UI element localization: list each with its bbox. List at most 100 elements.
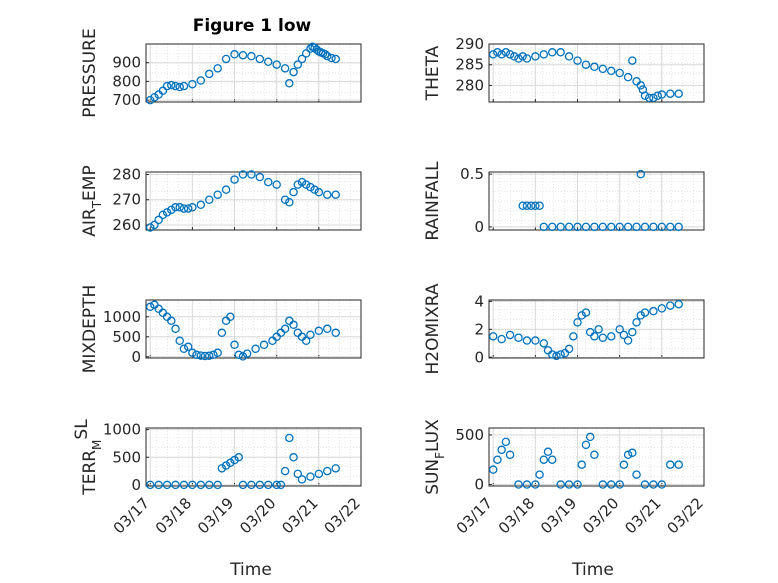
panel-4-axes-box [145, 299, 362, 359]
panel-1-data-point [488, 50, 498, 59]
panel-2-data-point [145, 223, 155, 232]
panel-2-data-point [188, 203, 197, 212]
panel-2-data-point [167, 205, 176, 215]
panel-1-data-point [653, 91, 662, 101]
panel-6-x-tick-label: 03/18 [152, 494, 195, 537]
panel-4-data-point [209, 350, 218, 360]
panel-0-data-point [280, 64, 290, 73]
panel-6-data-point [217, 464, 227, 473]
panel-3-data-point [623, 222, 633, 232]
panel-7-data-point [501, 437, 511, 447]
panel-3-data-point [526, 201, 536, 210]
panel-1-data-point [514, 54, 523, 63]
figure-title: Figure 1 low [193, 16, 312, 36]
panel-4-data-point [259, 340, 269, 350]
panel-1-data-point [581, 60, 591, 69]
panel-6-data-point [247, 480, 256, 490]
panel-6-data-point [272, 480, 281, 490]
panel-7-data-point [581, 440, 591, 450]
panel-5-data-point [522, 336, 532, 345]
panel-7-data-point [514, 480, 523, 489]
panel-5-data-point [531, 336, 540, 345]
panel-2-data-point [272, 180, 281, 189]
panel-4-data-point [200, 351, 210, 361]
panel-0-data-point [312, 45, 321, 54]
panel-2-data-point [213, 190, 222, 199]
panel-2-data-point [162, 208, 172, 217]
panel-5-y-tick-label: 2 [474, 320, 484, 338]
panel-7-data-point [539, 455, 549, 464]
panel-7-data-point [590, 450, 599, 460]
panel-5-data-point [573, 318, 582, 327]
panel-4-data-point [323, 324, 332, 334]
panel-5-data-point [636, 311, 646, 320]
panel-1-y-tick-label: 280 [455, 76, 484, 94]
panel-6-data-point [238, 480, 248, 490]
panel-2-y-tick-label: 260 [112, 216, 141, 234]
panel-3-data-point [657, 222, 667, 232]
panel-7-data-point [649, 480, 658, 489]
panel-5-data-point [547, 350, 557, 359]
panel-3-data-point [531, 201, 540, 210]
panel-4-data-point [192, 350, 201, 360]
panel-1-data-point [522, 54, 532, 63]
panel-5-data-point [590, 332, 599, 341]
panel-3-data-point [539, 222, 549, 232]
panel-1-data-point [615, 68, 624, 78]
panel-2-data-point [179, 204, 189, 213]
panel-6-data-point [234, 453, 243, 462]
panel-5-data-point [505, 330, 515, 340]
panel-0-data-point [331, 54, 340, 64]
panel-1-data-point [547, 48, 557, 57]
panel-0-data-point [285, 79, 294, 88]
panel-2-data-point [175, 203, 184, 212]
panel-5-data-point [619, 330, 629, 340]
panel-7-y-axis-label: SUNFLUX [423, 419, 447, 495]
panel-5-data-point [488, 332, 498, 341]
panel-4-data-point [234, 350, 243, 360]
panel-5-data-point [623, 336, 633, 345]
panel-2-data-point [289, 187, 298, 197]
panel-7-x-tick-label: 03/22 [664, 494, 707, 537]
panel-7-data-point [547, 455, 557, 464]
panel-3-data-point [607, 222, 616, 232]
panel-7-y-tick-label: 0 [474, 476, 484, 494]
panel-3-data-point [522, 201, 532, 210]
panel-7-data-point [657, 480, 667, 489]
panel-1-data-point [607, 66, 616, 76]
panel-1-data-point [644, 93, 654, 103]
panel-1-data-point [674, 89, 683, 98]
panel-0-data-point [213, 64, 222, 73]
panel-2-data-point [171, 203, 180, 212]
panel-1-data-point [628, 56, 637, 65]
panel-0-data-point [221, 54, 231, 64]
panel-6-data-point [306, 472, 315, 481]
panel-2-data-point [331, 190, 340, 199]
panel-6-data-point [162, 480, 172, 490]
panel-1-data-point [493, 48, 502, 57]
panel-4-data-point [230, 340, 239, 350]
panel-0-data-point [230, 50, 239, 59]
panel-6-data-point [285, 433, 294, 443]
panel-5-data-point [666, 301, 675, 310]
panel-1-data-point [590, 62, 599, 72]
panel-0-y-axis-label: PRESSURE [80, 28, 100, 117]
panel-3-data-point [573, 222, 582, 232]
panel-6-x-tick-label: 03/20 [236, 494, 279, 537]
panel-0-data-point [175, 82, 184, 92]
panel-5-data-point [657, 304, 667, 313]
panel-3-plot-area [488, 171, 705, 231]
panel-2-data-point [196, 200, 206, 210]
panel-7-data-point [674, 460, 683, 469]
panel-6-data-point [289, 453, 298, 462]
panel-7-x-tick-label: 03/21 [621, 494, 664, 537]
panel-7-data-point [598, 480, 608, 489]
panel-7-data-point [531, 480, 540, 489]
panel-1-data-point [510, 52, 519, 61]
panel-4-data-point [226, 312, 235, 322]
panel-6-data-point [171, 480, 180, 490]
panel-3-data-point [547, 222, 557, 232]
panel-0-data-point [320, 50, 330, 59]
panel-3-data-point [518, 201, 527, 210]
panel-3-data-point [590, 222, 599, 232]
